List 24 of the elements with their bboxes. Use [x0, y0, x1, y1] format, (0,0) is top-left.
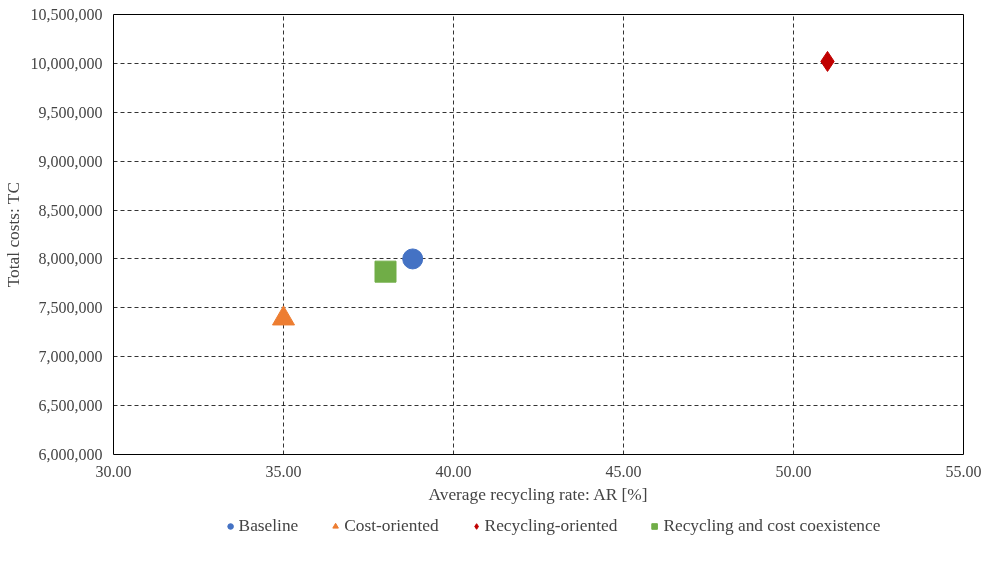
y-axis-title: Total costs: TC	[3, 181, 23, 288]
x-tick-label: 40.00	[435, 462, 472, 480]
y-tick-label: 10,000,000	[30, 54, 103, 72]
point	[402, 248, 424, 270]
y-tick-label: 9,000,000	[38, 152, 103, 170]
x-tick-label: 35.00	[265, 462, 302, 480]
x-tick-label: 45.00	[605, 462, 642, 480]
y-tick-label: 8,000,000	[38, 250, 103, 268]
legend-label: Baseline	[238, 516, 299, 536]
y-tick-label: 7,500,000	[38, 299, 103, 317]
x-axis-title: Average recycling rate: AR [%]	[428, 484, 648, 504]
point	[374, 260, 397, 283]
y-tick-label: 10,500,000	[30, 6, 103, 23]
y-tick-label: 6,000,000	[38, 446, 103, 463]
legend-label: Cost-oriented	[344, 516, 439, 536]
y-tick-label: 6,500,000	[38, 397, 103, 415]
x-tick-label: 30.00	[95, 462, 132, 480]
y-tick-label: 7,000,000	[38, 348, 103, 366]
y-tick-label: 8,500,000	[38, 201, 103, 219]
y-tick-label: 9,500,000	[38, 103, 103, 121]
x-tick-label: 55.00	[945, 462, 982, 480]
x-tick-label: 50.00	[775, 462, 812, 480]
legend-label: Recycling-oriented	[484, 516, 618, 536]
legend-label: Recycling and cost coexistence	[663, 516, 881, 536]
